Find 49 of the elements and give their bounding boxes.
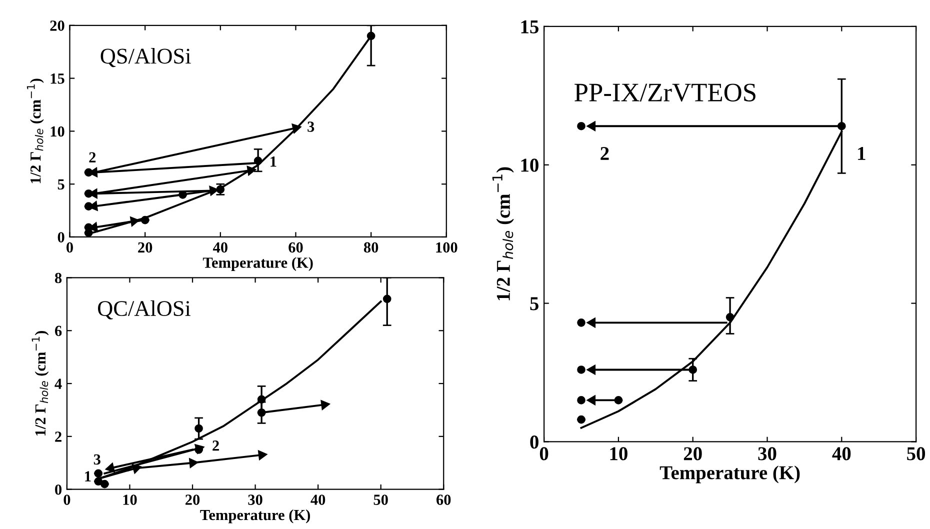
x-tick-label: 20 [684,447,702,460]
x-tick-label: 40 [310,494,326,505]
x-axis-title: Temperature (K) [660,466,800,484]
y-tick-label: 5 [58,179,64,190]
x-axis-title: Temperature (K) [200,509,310,524]
x-tick-label: 0 [66,242,73,253]
y-tick-label: 5 [530,297,538,310]
x-tick-label: 50 [374,494,388,505]
x-tick-label: 60 [288,242,303,253]
y-axis-title: 1/2 Γ$_{hole}$ (cm$^{−1}$) [492,167,514,300]
y-tick-label: 0 [58,232,64,242]
x-tick-label: 60 [436,494,451,505]
annotation: 3 [308,122,314,132]
x-tick-label: 0 [540,447,548,460]
x-tick-label: 20 [186,494,200,505]
y-tick-label: 0 [55,484,62,495]
y-tick-label: 8 [54,272,62,284]
y-tick-label: 4 [54,378,62,389]
annotation: 1 [858,147,866,160]
annotation: 2 [212,440,219,451]
y-tick-label: 10 [521,158,538,172]
annotation: 2 [89,152,96,162]
annotation: 3 [94,454,100,465]
y-tick-label: 10 [50,126,64,137]
x-tick-label: 10 [123,494,137,505]
y-tick-label: 20 [50,20,64,31]
annotation: 1 [270,156,276,167]
x-tick-label: 40 [832,447,851,460]
x-tick-label: 20 [138,242,152,253]
x-tick-label: 30 [758,447,776,460]
text: QS/AlOSi [100,48,191,68]
y-axis-title: 1/2 Γ$_{hole}$ (cm$^{−1}$) [32,331,49,436]
x-tick-label: 30 [248,494,262,505]
text: PP-IX/ZrVTEOS [574,84,756,102]
y-tick-label: 2 [55,432,62,442]
x-tick-label: 10 [610,447,628,460]
x-tick-label: 40 [212,242,228,253]
text: QC/AlOSi [98,300,191,320]
annotation: 1 [85,471,91,482]
x-tick-label: 80 [364,242,378,253]
y-tick-label: 0 [530,436,538,449]
y-axis-title: 1/2 Γ$_{hole}$ (cm$^{−1}$) [26,78,44,184]
x-axis-title: Temperature (K) [202,257,313,271]
y-tick-label: 15 [50,74,64,84]
y-tick-label: 15 [521,20,538,34]
x-tick-label: 100 [436,242,458,253]
y-tick-label: 6 [54,326,62,336]
x-tick-label: 50 [907,447,926,460]
annotation: 2 [600,146,609,160]
